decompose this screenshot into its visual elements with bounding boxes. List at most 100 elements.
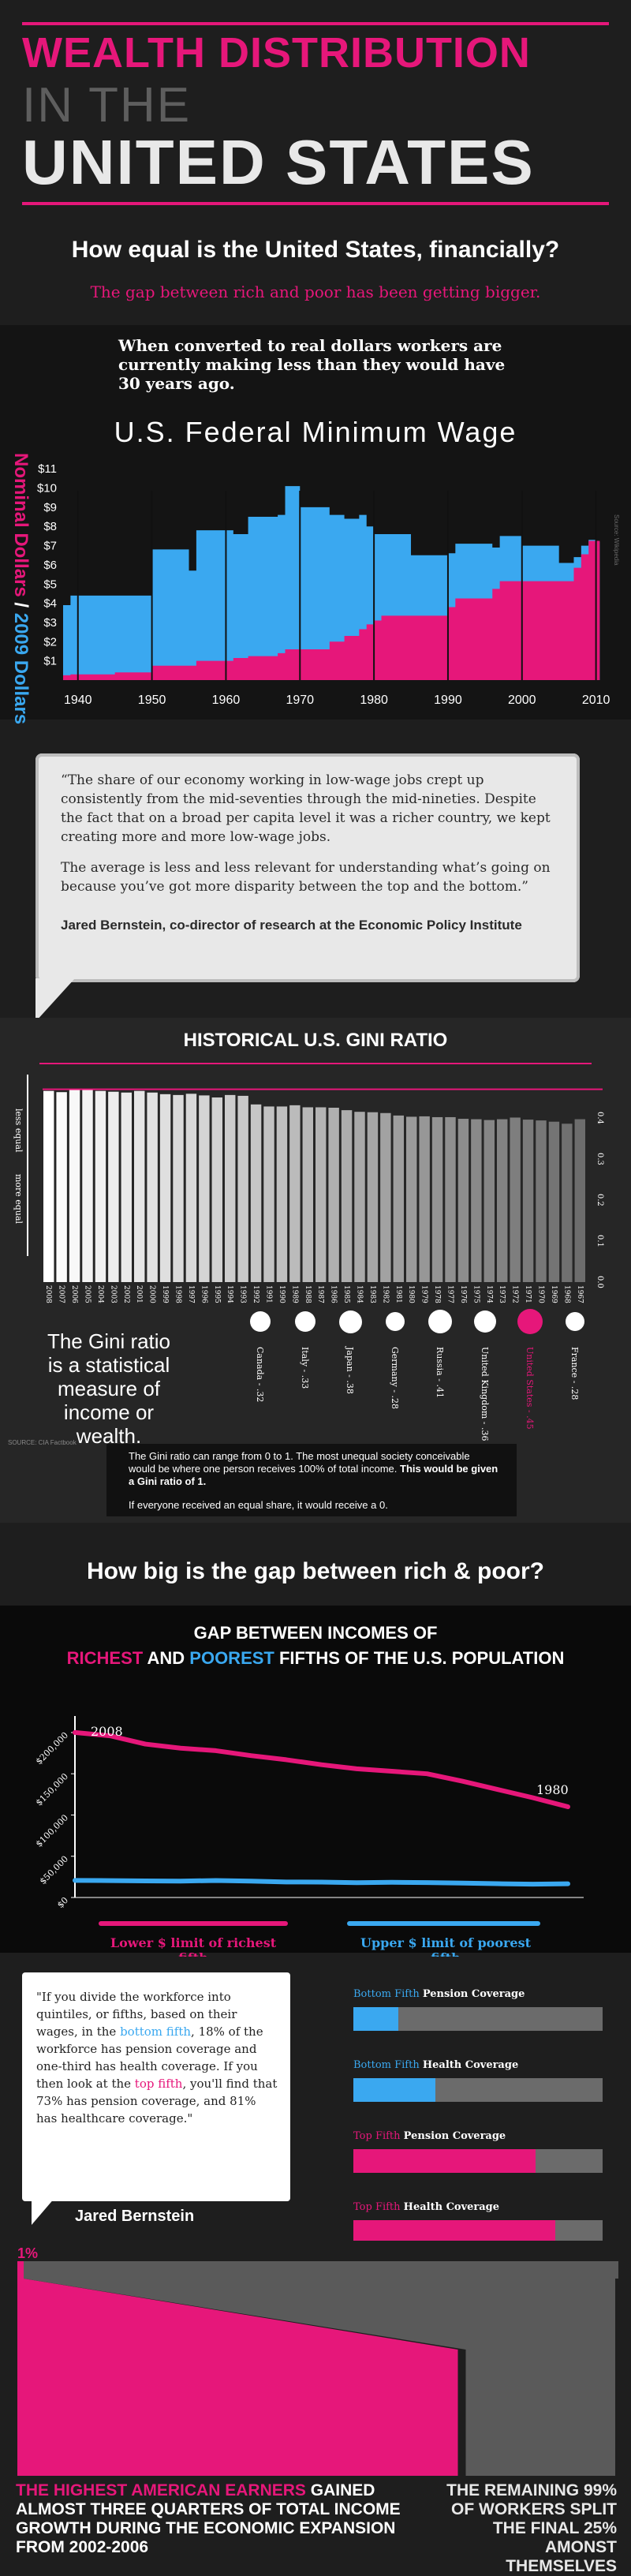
gap-chart-title-2: RICHEST AND POOREST FIFTHS OF THE U.S. P…	[0, 1648, 631, 1669]
coverage-fill	[353, 2149, 536, 2173]
gini-ytick: 0.4	[596, 1112, 604, 1124]
wage-xtick: 1940	[64, 694, 92, 707]
gini-year-label: 2003	[109, 1285, 117, 1303]
gini-bar	[341, 1110, 353, 1282]
gini-bar	[43, 1090, 54, 1282]
quote-2-part-c: , you'll find that 73% has pension cover…	[36, 2077, 278, 2125]
gini-bar	[199, 1095, 210, 1282]
gini-top-rule	[39, 1063, 592, 1064]
gini-bar	[289, 1105, 301, 1282]
gini-year-label: 1969	[550, 1285, 558, 1303]
gini-country-dot	[428, 1309, 453, 1334]
gini-year-label: 1993	[239, 1285, 247, 1303]
intro-subtitle: The gap between rich and poor has been g…	[90, 282, 541, 301]
gini-year-label: 2006	[70, 1285, 78, 1303]
gap-label-start: 2008	[91, 1724, 123, 1739]
wage-chart-title: U.S. Federal Minimum Wage	[114, 416, 517, 448]
gini-year-label: 2001	[135, 1285, 143, 1303]
gini-bar	[225, 1094, 236, 1282]
wage-ytick: $2	[43, 635, 57, 649]
gini-year-label: 1997	[187, 1285, 195, 1303]
gini-bar	[82, 1090, 93, 1282]
gini-bar	[147, 1092, 158, 1282]
gini-bar	[185, 1094, 197, 1282]
gini-country-dot	[338, 1310, 362, 1333]
gini-bar	[328, 1108, 339, 1282]
wage-xtick: 1960	[212, 694, 241, 707]
quote-1-p2: The average is less and less relevant fo…	[61, 860, 551, 895]
gini-less-equal: less equal	[13, 1109, 24, 1153]
gini-ytick: 0.0	[596, 1276, 604, 1288]
wage-source: Source: Wikipedia	[613, 514, 620, 566]
wage-ytick: $1	[43, 655, 57, 668]
wage-xtick: 1970	[286, 694, 314, 707]
gini-country-dot	[386, 1312, 405, 1331]
gini-bar	[457, 1119, 469, 1282]
coverage-group: Top Fifth	[353, 2201, 404, 2213]
growth-left-highlight: THE HIGHEST AMERICAN EARNERS	[16, 2481, 306, 2499]
gini-year-label: 2000	[148, 1285, 156, 1303]
gini-bar	[316, 1107, 327, 1282]
gini-country-label: United Kingdom - .36	[480, 1347, 490, 1441]
gini-bar	[108, 1091, 119, 1282]
gini-year-label: 1970	[537, 1285, 545, 1303]
gap-label-end: 1980	[536, 1782, 569, 1797]
wage-ytick: $3	[43, 616, 57, 630]
wage-ytick: $9	[43, 501, 57, 514]
gini-bar	[69, 1089, 80, 1282]
gini-year-label: 1987	[316, 1285, 324, 1303]
wage-xtick: 1990	[434, 694, 462, 707]
gap-ytick-label: $200,000	[34, 1730, 70, 1767]
coverage-kind: Health Coverage	[403, 2201, 500, 2213]
gini-bar	[121, 1092, 132, 1282]
one-percent-label: 1%	[17, 2245, 39, 2261]
gini-ytick: 0.1	[596, 1235, 604, 1247]
gini-bar	[522, 1120, 534, 1282]
coverage-kind: Health Coverage	[422, 2059, 519, 2071]
title-line-3: UNITED STATES	[22, 127, 535, 197]
header-bottom-rule	[22, 202, 609, 205]
gap-chart-section: GAP BETWEEN INCOMES OF RICHEST AND POORE…	[0, 1606, 631, 1965]
gini-country-dot	[517, 1308, 543, 1335]
gini-bar	[159, 1094, 171, 1282]
growth-top-share	[17, 2279, 458, 2476]
wage-xtick: 2010	[582, 694, 610, 707]
title-line-1: WEALTH DISTRIBUTION	[22, 29, 531, 77]
gini-note-box: The Gini ratio can range from 0 to 1. Th…	[106, 1444, 517, 1516]
gini-year-label: 1990	[278, 1285, 286, 1303]
coverage-fill	[353, 2078, 436, 2102]
gap-chart-title-1: GAP BETWEEN INCOMES OF	[193, 1623, 438, 1643]
gap-ytick-label: $50,000	[38, 1854, 70, 1886]
coverage-fill	[353, 2007, 398, 2031]
gini-year-label: 1976	[459, 1285, 467, 1303]
coverage-group: Bottom Fifth	[353, 2059, 423, 2071]
quote-1-attribution: Jared Bernstein, co-director of research…	[61, 918, 522, 933]
gini-year-label: 2002	[122, 1285, 130, 1303]
gini-bar	[471, 1119, 482, 1282]
coverage-fill	[353, 2220, 555, 2244]
gini-bar	[484, 1120, 495, 1282]
gini-bar	[367, 1112, 379, 1282]
gini-country-label: Germany - .28	[390, 1347, 400, 1410]
growth-funnel	[17, 2279, 615, 2476]
intro-question: How equal is the United States, financia…	[71, 237, 560, 263]
gini-bar	[574, 1119, 585, 1282]
gap-title-richest: RICHEST	[66, 1648, 144, 1668]
gini-bar	[562, 1123, 573, 1282]
gini-country-list: Canada - .32 Italy - .33 Japan - .38 German…	[237, 1298, 599, 1441]
gini-year-label: 1996	[200, 1285, 207, 1303]
coverage-track	[353, 2007, 603, 2031]
gini-bar	[406, 1116, 417, 1282]
quote-2-attribution: Jared Bernstein	[75, 2208, 195, 2225]
growth-section: 1% THE HIGHEST AMERICAN EARNERS GAINED A…	[0, 2241, 631, 2575]
gini-year-label: 1984	[356, 1285, 364, 1303]
gini-bar	[173, 1094, 184, 1282]
gini-year-label: 1967	[576, 1285, 584, 1303]
title-line-2: IN THE	[22, 78, 192, 133]
gini-bar	[95, 1090, 106, 1282]
header: WEALTH DISTRIBUTION IN THE UNITED STATES	[0, 0, 631, 213]
wage-ytick: $11	[38, 462, 57, 476]
gini-country-dot	[250, 1311, 271, 1332]
gini-year-label: 1998	[174, 1285, 182, 1303]
gini-year-label: 1982	[381, 1285, 389, 1303]
